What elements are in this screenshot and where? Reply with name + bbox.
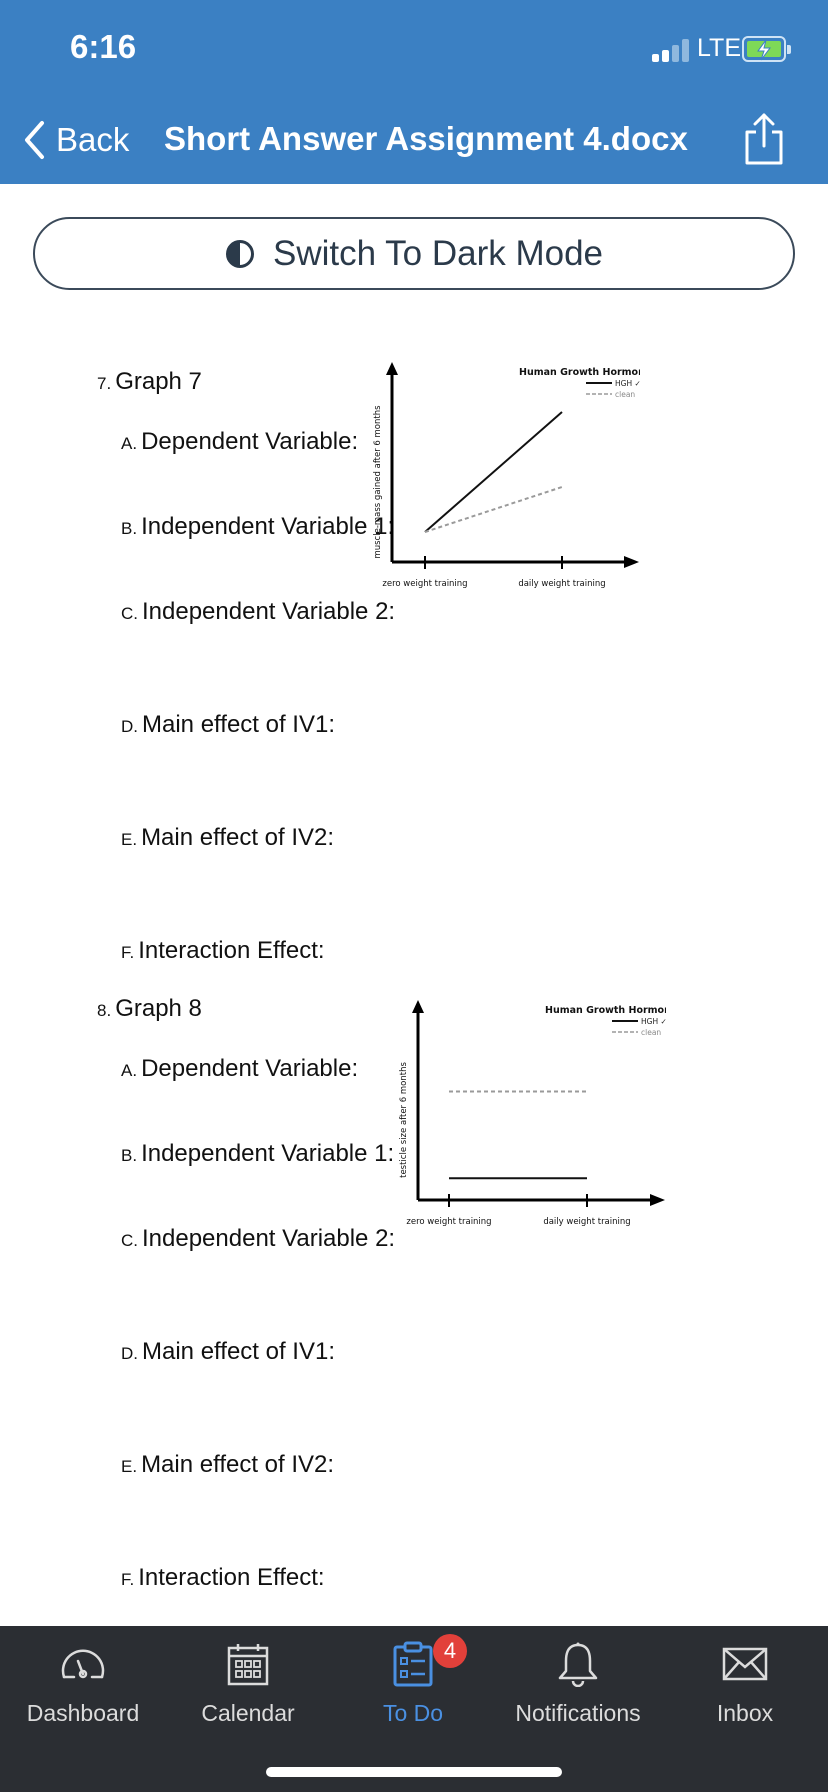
y-axis-label: testicle size after 6 months xyxy=(399,1062,409,1178)
network-label: LTE xyxy=(697,34,741,62)
legend-label: clean xyxy=(641,1028,661,1037)
tab-label: Dashboard xyxy=(26,1700,140,1726)
home-indicator xyxy=(266,1767,562,1777)
battery-icon xyxy=(742,36,791,62)
tab-todo[interactable]: To Do xyxy=(348,1626,478,1766)
tab-label: Calendar xyxy=(201,1700,295,1726)
q8-item-e: E. Main effect of IV2: xyxy=(121,1451,335,1478)
status-time: 6:16 xyxy=(70,28,137,65)
document-title: Short Answer Assignment 4.docx xyxy=(164,120,688,157)
question-title: Graph 7 xyxy=(115,368,202,395)
y-axis-label: muscle-mass gained after 6 months xyxy=(373,405,383,559)
series-line-clean xyxy=(424,486,563,533)
x-axis-arrow xyxy=(650,1194,665,1206)
question-number: 7. xyxy=(97,374,112,393)
q8-item-b: B. Independent Variable 1: xyxy=(121,1140,395,1167)
tab-notifications[interactable]: Notifications xyxy=(503,1626,653,1766)
legend-label: clean xyxy=(615,390,635,399)
legend-title: Human Growth Hormone xyxy=(545,1005,666,1016)
dark-mode-button[interactable]: Switch To Dark Mode xyxy=(33,217,795,290)
back-label: Back xyxy=(56,121,130,158)
q8-item-a: A. Dependent Variable: xyxy=(121,1055,359,1082)
tab-bar: Dashboard Calendar xyxy=(0,1626,828,1792)
app-header: 6:16 LTE Back Short Answer Assignment 4.… xyxy=(0,0,828,184)
todo-icon xyxy=(386,1640,440,1688)
q7-item-c: C. Independent Variable 2: xyxy=(121,598,396,625)
x-axis-arrow xyxy=(624,556,639,568)
tab-inbox[interactable]: Inbox xyxy=(680,1626,810,1766)
calendar-icon xyxy=(221,1640,275,1688)
tab-dashboard[interactable]: Dashboard xyxy=(18,1626,148,1766)
question-number: 8. xyxy=(97,1001,112,1020)
share-button[interactable] xyxy=(742,112,786,166)
chevron-left-icon xyxy=(25,121,44,159)
tab-label: Notifications xyxy=(515,1700,641,1726)
legend-title: Human Growth Hormone xyxy=(519,367,640,378)
share-icon xyxy=(745,113,783,165)
q7-item-f: F. Interaction Effect: xyxy=(121,937,325,964)
legend-label: HGH ✓✓ xyxy=(615,379,640,388)
legend-label: HGH ✓✓ xyxy=(641,1017,666,1026)
tab-label: Inbox xyxy=(716,1700,774,1726)
q8-item-f: F. Interaction Effect: xyxy=(121,1564,325,1591)
graph-7-chart: zero weight training daily weight trainin… xyxy=(373,362,640,589)
q7-item-b: B. Independent Variable 1: xyxy=(121,513,395,540)
q7-item-e: E. Main effect of IV2: xyxy=(121,824,335,851)
signal-icon xyxy=(652,38,692,62)
bell-icon xyxy=(551,1640,605,1688)
x-tick-label: daily weight training xyxy=(543,1217,630,1227)
contrast-icon xyxy=(225,239,254,268)
tab-calendar[interactable]: Calendar xyxy=(183,1626,313,1766)
x-tick-label: zero weight training xyxy=(406,1217,491,1227)
question-title: Graph 8 xyxy=(115,995,202,1022)
q8-item-c: C. Independent Variable 2: xyxy=(121,1225,396,1252)
q7-item-d: D. Main effect of IV1: xyxy=(121,711,335,738)
tab-label: To Do xyxy=(382,1700,444,1726)
dark-mode-label: Switch To Dark Mode xyxy=(272,233,604,273)
y-axis-arrow xyxy=(412,1000,424,1013)
y-axis-arrow xyxy=(386,362,398,375)
back-button[interactable]: Back xyxy=(22,118,129,162)
inbox-icon xyxy=(718,1640,772,1688)
x-tick-label: zero weight training xyxy=(382,579,467,589)
todo-count-badge: 4 xyxy=(433,1634,467,1668)
question-7-title: 7. Graph 7 xyxy=(97,368,202,396)
x-tick-label: daily weight training xyxy=(518,579,605,589)
dashboard-icon xyxy=(56,1640,110,1688)
q7-item-a: A. Dependent Variable: xyxy=(121,428,359,455)
series-line-hgh xyxy=(424,411,563,533)
q8-item-d: D. Main effect of IV1: xyxy=(121,1338,335,1365)
question-8-title: 8. Graph 8 xyxy=(97,995,202,1023)
graph-8-chart: zero weight training daily weight trainin… xyxy=(399,1000,666,1227)
